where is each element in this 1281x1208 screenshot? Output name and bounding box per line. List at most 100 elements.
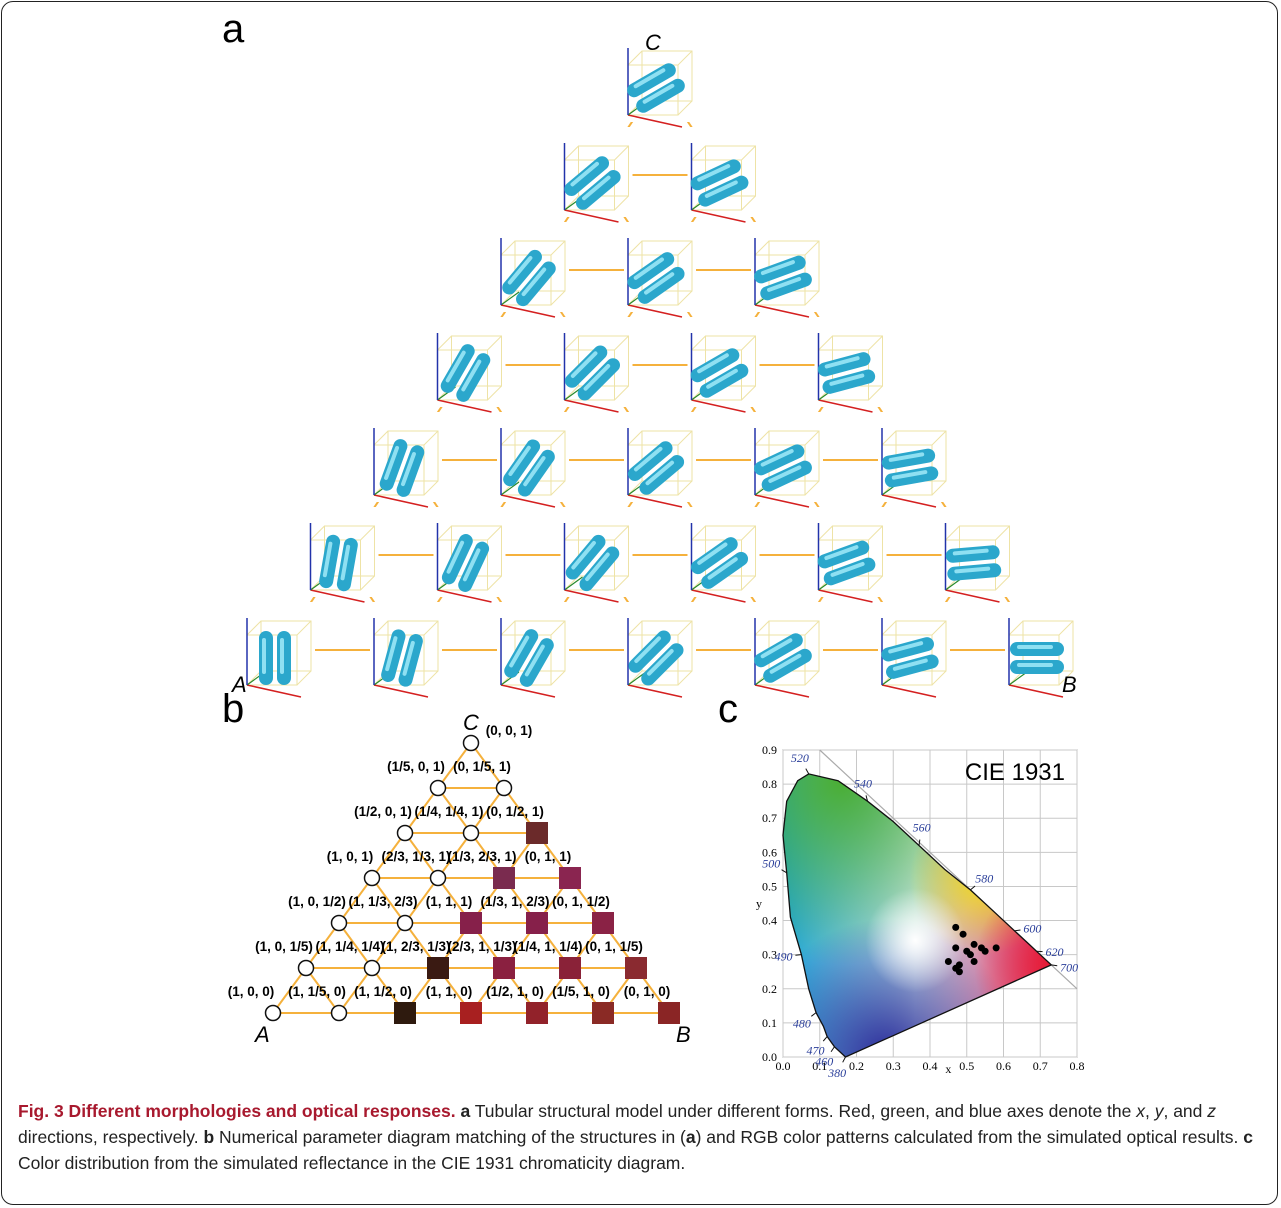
structure-model — [307, 507, 379, 602]
color-patch — [592, 1002, 614, 1024]
structure-model — [497, 222, 569, 317]
parameter-node — [398, 916, 413, 931]
parameter-node — [365, 871, 380, 886]
panel-label: a — [222, 7, 245, 51]
structure-model — [243, 602, 315, 697]
color-patch — [460, 912, 482, 934]
structure-model — [370, 412, 442, 507]
caption-italic: x — [1136, 1101, 1145, 1121]
color-patch — [625, 957, 647, 979]
node-label: (1/2, 0, 1) — [354, 804, 412, 819]
parameter-node — [398, 826, 413, 841]
x-tick-label: 0.5 — [959, 1059, 974, 1073]
y-tick-label: 0.0 — [762, 1050, 777, 1064]
color-patch — [559, 867, 581, 889]
color-patch — [559, 957, 581, 979]
structure-model — [688, 507, 760, 602]
node-label: (2/3, 1, 1/3) — [447, 939, 516, 954]
color-patch — [394, 1002, 416, 1024]
wavelength-label: 480 — [793, 1017, 811, 1031]
structure-model — [370, 602, 442, 697]
y-tick-label: 0.9 — [762, 743, 777, 757]
wavelength-label: 500 — [762, 856, 780, 870]
structure-model — [497, 602, 569, 697]
color-patch — [460, 1002, 482, 1024]
vertex-label: B — [676, 1022, 691, 1047]
wavelength-label: 620 — [1046, 945, 1064, 959]
node-label: (1, 0, 1) — [327, 849, 374, 864]
parameter-node — [497, 781, 512, 796]
y-tick-label: 0.2 — [762, 982, 777, 996]
node-label: (1/3, 2/3, 1) — [447, 849, 516, 864]
parameter-node — [299, 961, 314, 976]
structure-model — [434, 507, 506, 602]
caption-plain: , — [1145, 1101, 1155, 1121]
node-label: (1/2, 1, 0) — [486, 984, 544, 999]
data-point — [952, 965, 959, 972]
node-label: (1, 0, 1/2) — [288, 894, 346, 909]
parameter-node — [365, 961, 380, 976]
node-label: (1, 1/5, 0) — [288, 984, 346, 999]
node-label: (1, 1, 0) — [426, 984, 473, 999]
vertex-label: A — [253, 1022, 270, 1047]
parameter-node — [431, 871, 446, 886]
vertex-label: B — [1062, 672, 1077, 697]
node-label: (1/5, 0, 1) — [387, 759, 445, 774]
wavelength-label: 560 — [913, 821, 931, 835]
color-patch — [592, 912, 614, 934]
data-point — [993, 944, 1000, 951]
chart-title: CIE 1931 — [965, 759, 1065, 786]
page: (0, 0, 1)(1/5, 0, 1)(0, 1/5, 1)(1/2, 0, … — [0, 0, 1281, 1208]
structure-model — [688, 317, 760, 412]
caption-bold: c — [1243, 1127, 1253, 1147]
structure-model — [878, 412, 950, 507]
wavelength-label: 490 — [774, 949, 792, 963]
node-label: (1/4, 1/4, 1) — [414, 804, 483, 819]
color-patch — [658, 1002, 680, 1024]
color-patch — [427, 957, 449, 979]
data-point — [971, 958, 978, 965]
figure: (0, 0, 1)(1/5, 0, 1)(0, 1/5, 1)(1/2, 0, … — [0, 0, 1281, 1095]
structure-model — [815, 317, 887, 412]
node-label: (1, 1/2, 0) — [354, 984, 412, 999]
structure-model — [434, 317, 506, 412]
y-axis-label: y — [756, 897, 762, 911]
panel-label: c — [718, 687, 738, 731]
wavelength-label: 580 — [975, 871, 993, 885]
panel-label: b — [222, 687, 244, 731]
node-label: (1/3, 1, 2/3) — [480, 894, 549, 909]
structure-model — [497, 412, 569, 507]
structure-model — [561, 507, 633, 602]
node-label: (0, 1, 1) — [525, 849, 572, 864]
tube-highlight — [955, 551, 987, 554]
tube-highlight — [956, 569, 988, 572]
parameter-node — [332, 916, 347, 931]
wavelength-label: 600 — [1023, 922, 1041, 936]
y-tick-label: 0.7 — [762, 811, 777, 825]
wavelength-label: 700 — [1060, 960, 1078, 974]
panel-a — [243, 32, 1077, 697]
data-point — [945, 958, 952, 965]
wavelength-label: 540 — [854, 777, 872, 791]
node-label: (0, 1, 0) — [624, 984, 671, 999]
node-label: (1, 0, 1/5) — [255, 939, 313, 954]
wavelength-label: 470 — [807, 1043, 825, 1057]
data-point — [952, 944, 959, 951]
wavelength-label: 520 — [791, 751, 809, 765]
caption-plain: Tubular structural model under different… — [470, 1101, 1136, 1121]
parameter-node — [266, 1006, 281, 1021]
structure-model — [688, 127, 760, 222]
color-patch — [493, 867, 515, 889]
vertex-label: C — [463, 710, 479, 735]
node-label: (0, 1, 1/5) — [585, 939, 643, 954]
vertex-label: C — [645, 30, 661, 55]
caption-title: Fig. 3 Different morphologies and optica… — [18, 1101, 456, 1121]
wavelength-tick — [843, 1057, 846, 1062]
data-point — [952, 924, 959, 931]
x-axis-label: x — [945, 1062, 951, 1076]
x-tick-label: 0.3 — [886, 1059, 901, 1073]
structure-model — [751, 412, 823, 507]
caption-plain: , and — [1163, 1101, 1207, 1121]
node-label: (1, 0, 0) — [228, 984, 275, 999]
caption-plain: ) and RGB color patterns calculated from… — [696, 1127, 1244, 1147]
